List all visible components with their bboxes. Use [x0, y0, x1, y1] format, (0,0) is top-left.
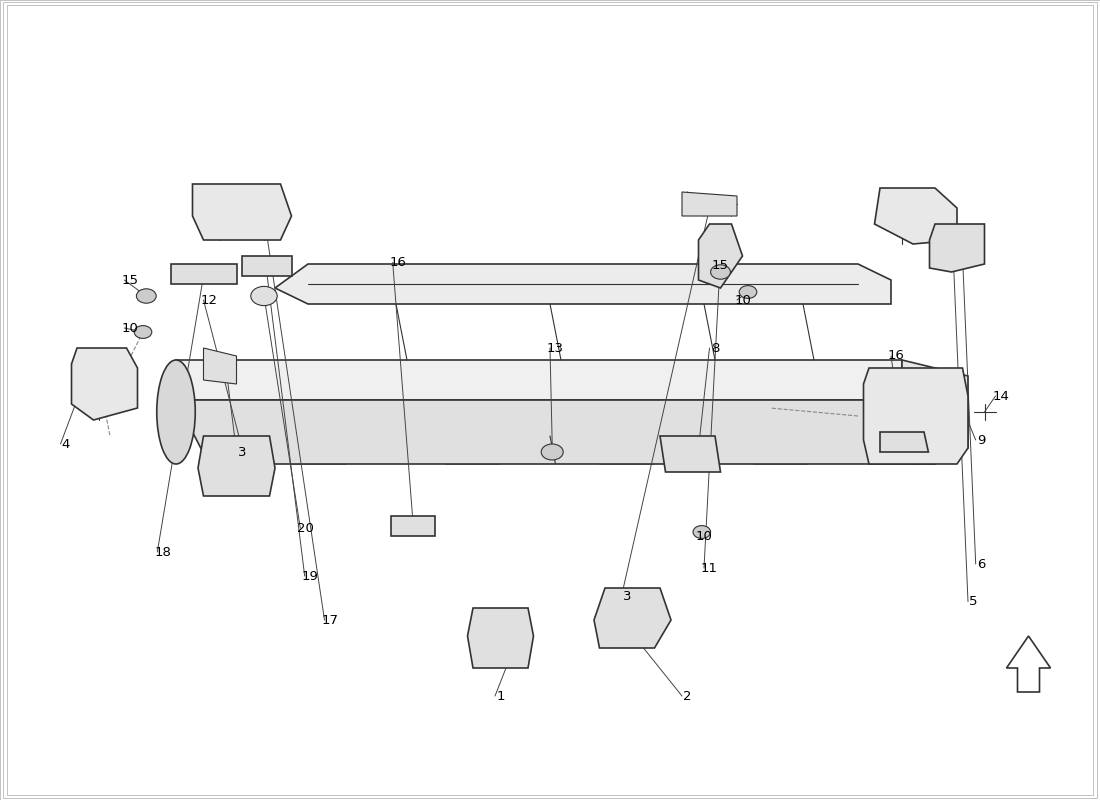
Polygon shape — [390, 516, 435, 536]
Polygon shape — [594, 588, 671, 648]
Polygon shape — [275, 264, 891, 304]
Text: 2: 2 — [683, 690, 692, 702]
Text: 3: 3 — [238, 446, 246, 458]
Text: 5: 5 — [969, 595, 978, 608]
Polygon shape — [468, 608, 534, 668]
Text: 1: 1 — [496, 690, 505, 702]
Polygon shape — [72, 348, 138, 420]
Text: 19: 19 — [301, 570, 319, 582]
Circle shape — [541, 444, 563, 460]
Circle shape — [711, 265, 730, 279]
Polygon shape — [742, 400, 808, 464]
Polygon shape — [698, 224, 742, 288]
Polygon shape — [192, 184, 292, 240]
Polygon shape — [204, 348, 236, 384]
Text: 12: 12 — [200, 294, 218, 306]
Polygon shape — [682, 192, 737, 216]
Text: 15: 15 — [121, 274, 139, 286]
Polygon shape — [198, 436, 275, 496]
Text: 17: 17 — [321, 614, 339, 626]
Circle shape — [739, 286, 757, 298]
Text: 18: 18 — [154, 546, 172, 558]
Text: 10: 10 — [734, 294, 751, 306]
Text: 16: 16 — [888, 350, 905, 362]
Circle shape — [251, 286, 277, 306]
Polygon shape — [1006, 636, 1050, 692]
Text: 15: 15 — [712, 259, 729, 272]
Ellipse shape — [156, 360, 196, 464]
Text: 6: 6 — [977, 558, 986, 570]
Polygon shape — [880, 432, 928, 452]
Polygon shape — [864, 368, 968, 464]
Text: 10: 10 — [121, 322, 139, 334]
Polygon shape — [176, 360, 902, 400]
Text: 14: 14 — [992, 390, 1010, 402]
Polygon shape — [660, 436, 720, 472]
Text: 10: 10 — [695, 530, 713, 542]
Polygon shape — [280, 400, 346, 464]
Circle shape — [693, 526, 711, 538]
Text: 9: 9 — [977, 434, 986, 446]
Polygon shape — [176, 400, 935, 464]
Polygon shape — [930, 224, 984, 272]
Text: 11: 11 — [701, 562, 718, 574]
Polygon shape — [902, 360, 968, 464]
Text: 8: 8 — [711, 342, 719, 354]
Text: 16: 16 — [389, 256, 407, 269]
Circle shape — [136, 289, 156, 303]
Polygon shape — [434, 400, 500, 464]
Text: 3: 3 — [623, 590, 631, 602]
Polygon shape — [874, 188, 957, 244]
Polygon shape — [170, 264, 236, 284]
Circle shape — [134, 326, 152, 338]
Text: 4: 4 — [62, 438, 70, 450]
Polygon shape — [242, 256, 292, 276]
Text: 20: 20 — [297, 522, 315, 534]
Text: 13: 13 — [547, 342, 564, 354]
Polygon shape — [588, 400, 654, 464]
